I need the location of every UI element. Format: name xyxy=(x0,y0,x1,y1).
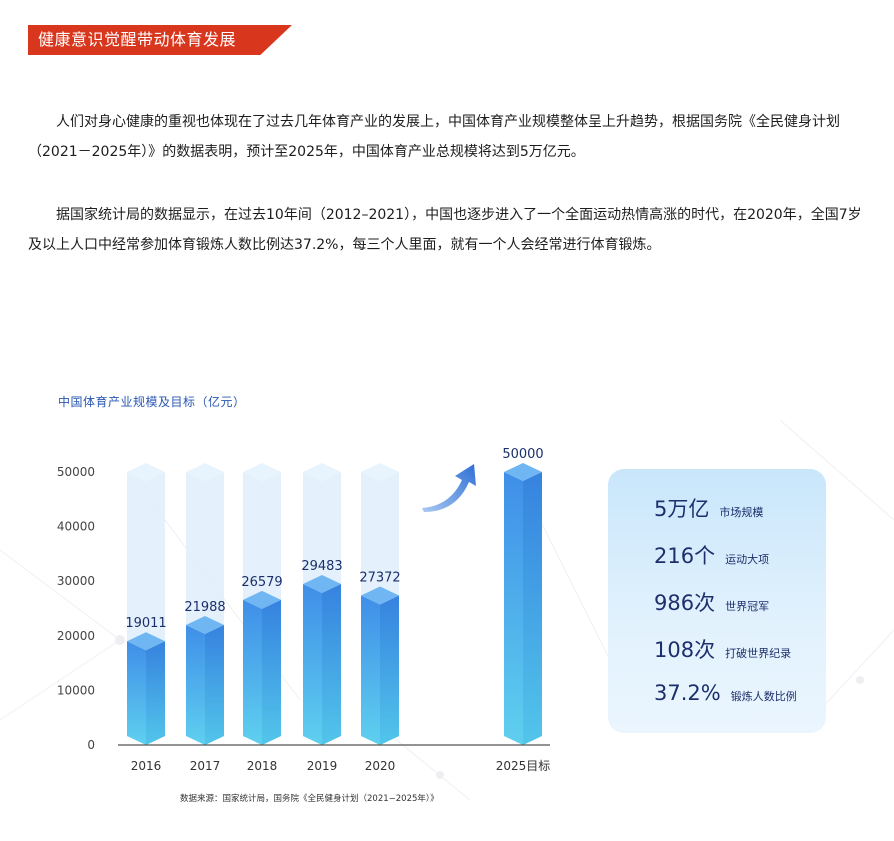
x-axis: 2016 2017 2018 2019 2020 2025目标 xyxy=(118,744,551,773)
bars xyxy=(127,463,542,745)
bar-side-2018 xyxy=(262,599,281,745)
bar-track-top xyxy=(186,463,224,481)
stat-value: 5万亿 xyxy=(654,497,710,521)
value-label: 21988 xyxy=(184,600,225,615)
value-label: 27372 xyxy=(359,571,400,586)
bar-top-2017 xyxy=(186,615,224,634)
value-label: 19011 xyxy=(125,616,166,631)
stat-label: 市场规模 xyxy=(719,506,764,519)
y-tick-label: 0 xyxy=(87,738,95,752)
chart-title: 中国体育产业规模及目标（亿元） xyxy=(58,395,246,409)
bar-top-2025目标 xyxy=(504,463,542,481)
x-tick-label: 2016 xyxy=(131,759,162,773)
x-tick-label: 2018 xyxy=(247,759,278,773)
value-labels: 19011 21988 26579 29483 27372 50000 xyxy=(125,447,543,631)
y-axis: 0 10000 20000 30000 40000 50000 xyxy=(57,465,95,752)
bar-track-top xyxy=(303,463,341,481)
bar-side-2025目标 xyxy=(523,472,542,745)
y-tick-label: 40000 xyxy=(57,520,95,534)
bar-side-2019 xyxy=(322,584,341,745)
stat-value: 108次 xyxy=(654,638,716,662)
x-tick-label: 2020 xyxy=(365,759,396,773)
paragraph-market: 人们对身心健康的重视也体现在了过去几年体育产业的发展上，中国体育产业规模整体呈上… xyxy=(28,114,840,160)
stat-value: 986次 xyxy=(654,591,716,615)
stat-value: 216个 xyxy=(654,544,716,568)
x-tick-label: 2017 xyxy=(190,759,221,773)
paragraph-participation: 据国家统计局的数据显示，在过去10年间（2012–2021），中国也逐步进入了一… xyxy=(28,207,862,253)
x-tick-label: 2019 xyxy=(307,759,338,773)
stat-label: 锻炼人数比例 xyxy=(730,690,797,703)
stat-world-champions: 986次 世界冠军 xyxy=(654,587,769,617)
bar-top-2018 xyxy=(243,590,281,609)
bar-side-2020 xyxy=(380,595,399,745)
bar-side-2017 xyxy=(205,624,224,745)
up-arrow-icon xyxy=(422,464,476,512)
stat-world-records: 108次 打破世界纪录 xyxy=(654,634,791,664)
bar-track-top xyxy=(243,463,281,481)
bar-top-2016 xyxy=(127,632,165,651)
bar-track-top xyxy=(361,463,399,481)
section-title: 健康意识觉醒带动体育发展 xyxy=(28,25,292,55)
bar-track-top xyxy=(127,463,165,481)
stat-sports-events: 216个 运动大项 xyxy=(654,540,769,570)
stat-value: 37.2% xyxy=(654,681,721,705)
value-label: 29483 xyxy=(301,559,342,574)
bar-chart: 0 10000 20000 30000 40000 50000 19011 21988 265… xyxy=(57,447,551,773)
bar-top-2020 xyxy=(361,586,399,605)
y-tick-label: 20000 xyxy=(57,629,95,643)
bar-side-2016 xyxy=(146,641,165,745)
bar-top-2019 xyxy=(303,575,341,594)
stat-market-size: 5万亿 市场规模 xyxy=(654,493,763,523)
x-tick-label: 2025目标 xyxy=(496,759,551,773)
stat-label: 运动大项 xyxy=(725,553,770,566)
stat-label: 打破世界纪录 xyxy=(725,647,792,660)
source-note: 数据来源：国家统计局，国务院《全民健身计划（2021−2025年）》 xyxy=(180,794,439,804)
stat-exercise-ratio: 37.2% 锻炼人数比例 xyxy=(654,681,797,705)
value-label: 50000 xyxy=(502,447,543,462)
stat-label: 世界冠军 xyxy=(725,600,770,613)
y-tick-label: 30000 xyxy=(57,574,95,588)
value-label: 26579 xyxy=(241,575,282,590)
y-tick-label: 50000 xyxy=(57,465,95,479)
stats-card: 5万亿 市场规模 216个 运动大项 986次 世界冠军 108次 打破世界纪录… xyxy=(608,469,826,733)
y-tick-label: 10000 xyxy=(57,683,95,697)
